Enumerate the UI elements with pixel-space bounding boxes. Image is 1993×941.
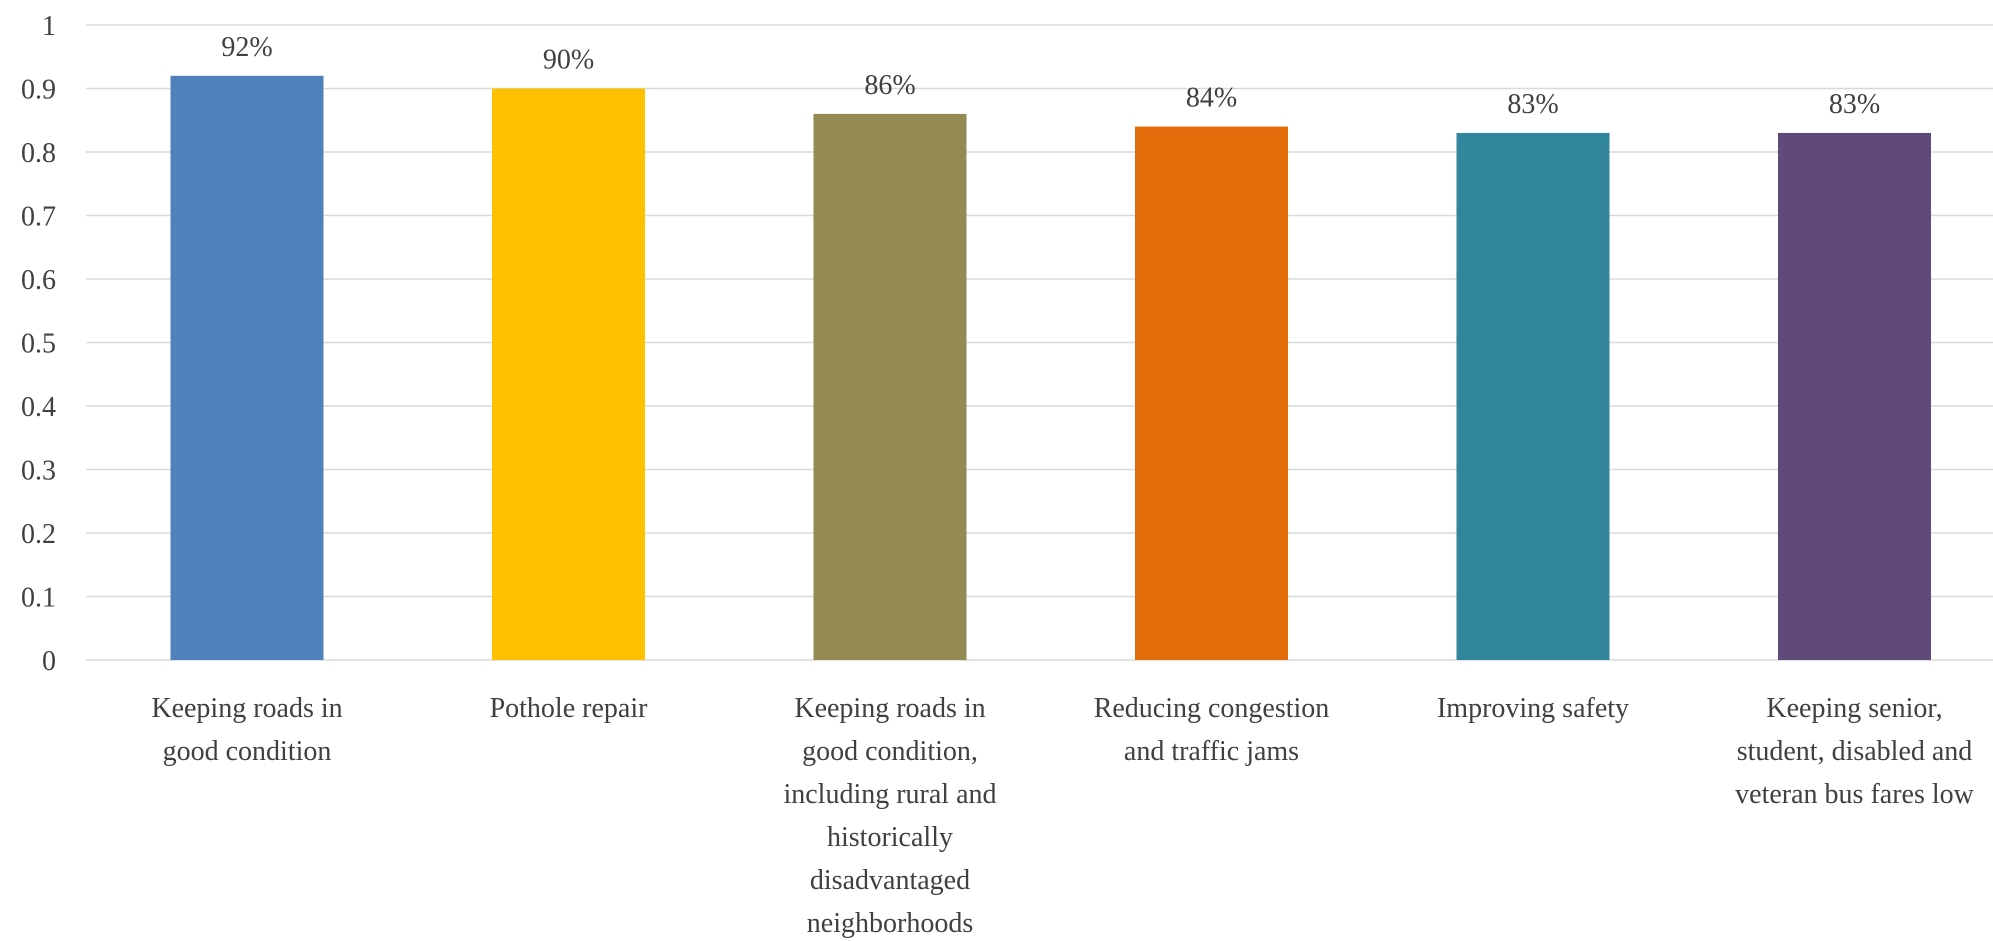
- data-label: 83%: [1507, 89, 1558, 120]
- x-tick-label: Reducing congestion and traffic jams: [1094, 693, 1330, 767]
- y-tick-label: 0.5: [21, 329, 56, 360]
- y-tick-label: 0.7: [21, 202, 56, 233]
- y-tick-label: 0.1: [21, 583, 56, 614]
- bar: [170, 75, 324, 661]
- bar: [1456, 132, 1610, 660]
- y-tick-label: 0.9: [21, 75, 56, 106]
- x-tick-label: Pothole repair: [490, 693, 649, 724]
- y-tick-label: 0.2: [21, 519, 56, 550]
- data-label: 84%: [1186, 83, 1237, 114]
- bar: [1135, 126, 1288, 661]
- x-tick-label: Keeping roads in good condition: [151, 693, 342, 767]
- bars: [170, 75, 1931, 661]
- bar: [492, 88, 645, 660]
- data-label: 90%: [543, 45, 594, 76]
- x-tick-label: Keeping senior, student, disabled and vete…: [1735, 693, 1974, 810]
- bar: [1778, 132, 1931, 660]
- data-label: 83%: [1829, 89, 1880, 120]
- y-tick-label: 0: [42, 646, 56, 677]
- y-tick-label: 0.8: [21, 138, 56, 169]
- x-tick-label: Keeping roads in good condition, including…: [783, 693, 996, 939]
- y-axis-ticks: 0 0.1 0.2 0.3 0.4 0.5 0.6 0.7 0.8 0.9 1: [21, 11, 56, 677]
- y-tick-label: 0.3: [21, 456, 56, 487]
- data-labels: 92% 90% 86% 84% 83% 83%: [221, 32, 1880, 120]
- x-axis-labels: Keeping roads in good condition Pothole re…: [151, 693, 1974, 939]
- y-tick-label: 0.4: [21, 392, 56, 423]
- y-tick-label: 0.6: [21, 265, 56, 296]
- x-tick-label: Improving safety: [1437, 693, 1629, 724]
- gridlines: [86, 24, 1993, 661]
- data-label: 92%: [221, 32, 272, 63]
- bar: [813, 113, 967, 660]
- data-label: 86%: [864, 70, 915, 101]
- y-tick-label: 1: [42, 11, 56, 42]
